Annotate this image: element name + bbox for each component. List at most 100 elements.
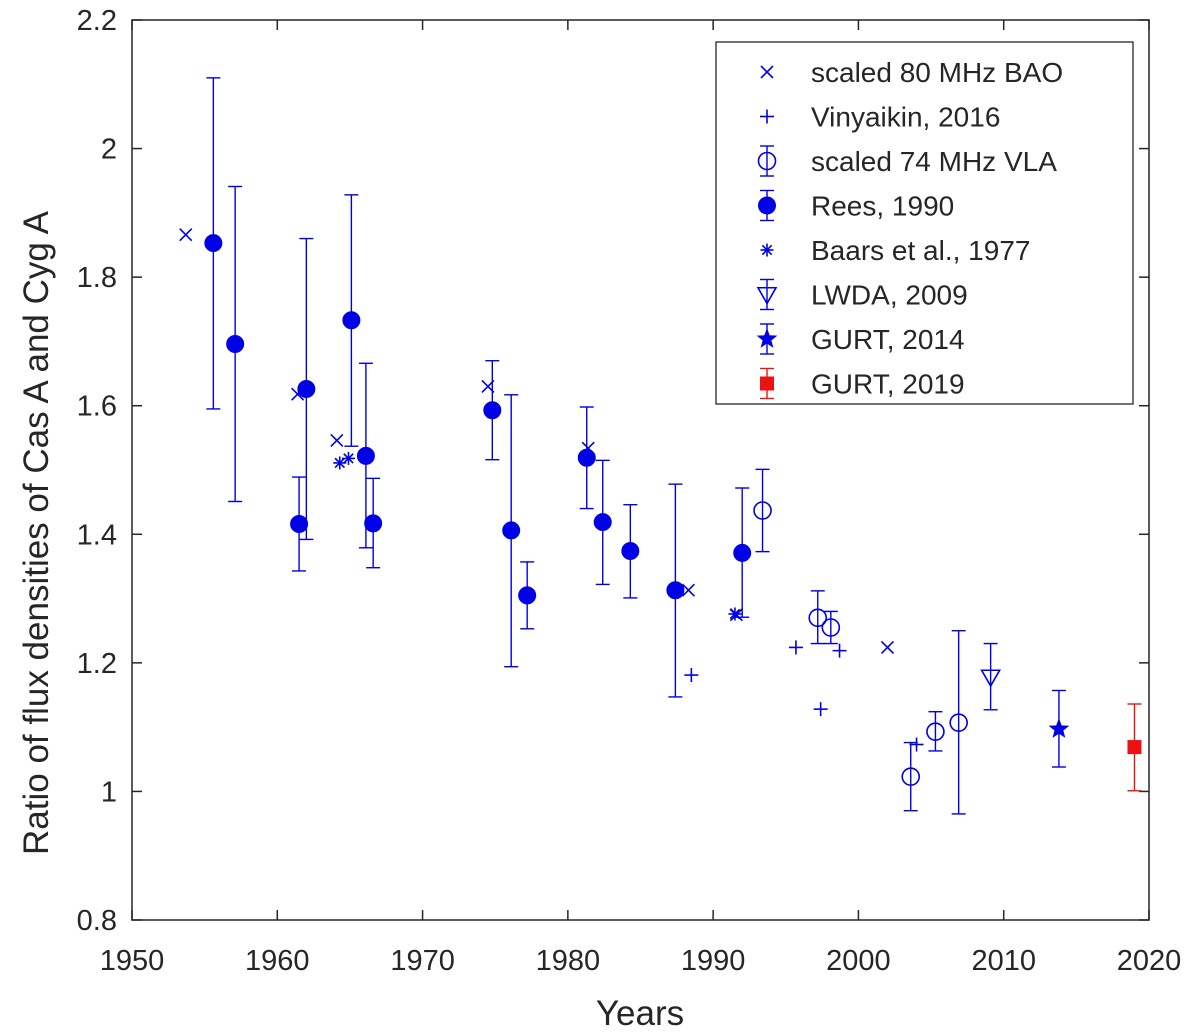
- data-point: [621, 542, 640, 560]
- data-point: [1048, 718, 1070, 738]
- series-5: [980, 642, 1002, 711]
- legend-label: Rees, 1990: [811, 191, 954, 222]
- data-point: [880, 640, 895, 654]
- data-point: [949, 713, 968, 732]
- legend-marker: [756, 286, 778, 306]
- data-point: [226, 335, 245, 353]
- data-point: [808, 608, 828, 628]
- y-tick-label: 1: [101, 776, 117, 808]
- x-tick-label: 1950: [100, 945, 165, 977]
- legend-entry: LWDA, 2009: [756, 278, 968, 311]
- data-point: [733, 543, 752, 562]
- y-tick-label: 2.2: [77, 5, 117, 37]
- legend-marker: [760, 376, 774, 391]
- data-point: [728, 607, 742, 621]
- x-tick-label: 1960: [245, 945, 310, 977]
- data-point: [901, 767, 921, 786]
- series-6: [1048, 689, 1070, 768]
- legend: scaled 80 MHz BAO Vinyaikin, 2016 scaled 7…: [715, 41, 1134, 405]
- data-point: [788, 640, 803, 655]
- error-bar: [810, 590, 825, 645]
- y-axis: 0.8 1 1.2 1.4 1.6 1.8 2 2.2: [77, 5, 1149, 937]
- x-axis: 1950 1960 1970 1980 1990 2000 2010 2020: [100, 20, 1182, 977]
- error-bar: [903, 741, 918, 812]
- data-point: [364, 514, 383, 533]
- data-point: [518, 586, 537, 605]
- x-tick-label: 1990: [681, 945, 746, 977]
- y-tick-label: 1.4: [77, 519, 117, 551]
- data-point: [926, 722, 945, 741]
- data-point: [502, 521, 521, 540]
- data-point: [342, 311, 361, 330]
- legend-marker: [760, 65, 774, 79]
- error-bar: [823, 610, 838, 645]
- legend-label: scaled 80 MHz BAO: [811, 57, 1063, 88]
- legend-entry: GURT, 2019: [760, 367, 965, 400]
- legend-entry: scaled 80 MHz BAO: [760, 57, 1063, 88]
- error-bar: [951, 630, 966, 815]
- y-tick-label: 1.6: [77, 391, 117, 423]
- legend-entry: scaled 74 MHz VLA: [757, 145, 1057, 177]
- series-7: [1127, 703, 1142, 792]
- data-point: [204, 234, 223, 253]
- series-1: [684, 640, 924, 752]
- data-point: [297, 380, 316, 398]
- legend-label: GURT, 2019: [811, 369, 965, 400]
- legend-label: GURT, 2014: [811, 324, 965, 355]
- legend-entry: GURT, 2014: [756, 323, 965, 355]
- data-point: [753, 501, 772, 520]
- legend-marker: [760, 109, 774, 124]
- data-point: [832, 643, 847, 658]
- series-0: [179, 228, 895, 654]
- legend-entry: Vinyaikin, 2016: [760, 102, 1000, 133]
- data-point: [577, 448, 596, 467]
- plot-box: [131, 19, 1150, 921]
- x-tick-label: 2000: [826, 945, 891, 977]
- error-bar: [928, 711, 943, 752]
- legend-box: [715, 41, 1134, 405]
- legend-marker: [760, 243, 774, 257]
- data-point: [356, 446, 375, 465]
- data-point: [684, 668, 699, 683]
- x-tick-label: 1970: [390, 945, 455, 977]
- plot-frame: [131, 19, 1150, 921]
- data-series: [179, 77, 1142, 815]
- data-point: [909, 737, 924, 752]
- data-point: [179, 228, 193, 242]
- y-tick-label: 2: [101, 134, 117, 166]
- legend-entry: Baars et al., 1977: [760, 235, 1030, 266]
- legend-label: Baars et al., 1977: [811, 235, 1030, 266]
- data-point: [593, 513, 612, 532]
- legend-label: LWDA, 2009: [811, 280, 968, 311]
- x-axis-title: Years: [596, 994, 684, 1033]
- x-tick-label: 2010: [971, 945, 1036, 977]
- data-point: [666, 581, 685, 600]
- data-point: [681, 583, 696, 597]
- series-4: [333, 451, 742, 621]
- error-bar: [983, 642, 998, 711]
- data-point: [980, 669, 1002, 688]
- legend-marker: [756, 328, 778, 348]
- y-tick-label: 1.8: [77, 262, 117, 294]
- data-point: [821, 618, 841, 637]
- y-tick-label: 0.8: [77, 905, 117, 937]
- legend-entry: Rees, 1990: [758, 189, 954, 222]
- series-3: [204, 77, 752, 698]
- y-tick-label: 1.2: [77, 648, 117, 680]
- data-point: [290, 515, 309, 533]
- data-point: [483, 401, 502, 420]
- x-tick-label: 2020: [1117, 945, 1182, 977]
- data-point: [330, 433, 344, 447]
- y-axis-title: Ratio of flux densities of Cas A and Cyg…: [17, 210, 56, 855]
- data-point: [813, 702, 828, 717]
- legend-label: Vinyaikin, 2016: [811, 102, 1000, 133]
- legend-marker: [757, 151, 777, 171]
- series-2: [753, 468, 968, 815]
- x-tick-label: 1980: [536, 945, 601, 977]
- legend-label: scaled 74 MHz VLA: [811, 146, 1057, 177]
- error-bar: [755, 468, 770, 553]
- data-point: [341, 451, 355, 465]
- data-point: [1127, 740, 1142, 755]
- legend-marker: [758, 196, 776, 215]
